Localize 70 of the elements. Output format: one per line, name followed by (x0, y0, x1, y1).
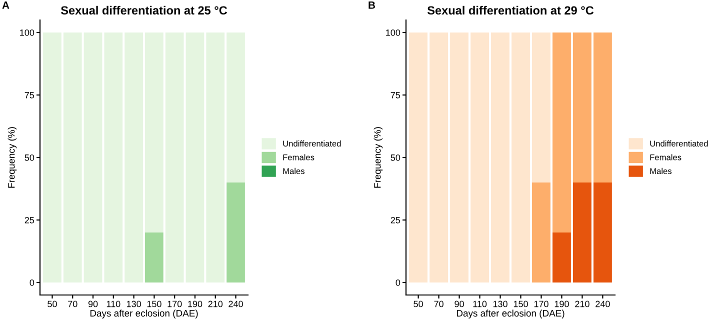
x-tick-label: 240 (228, 300, 243, 308)
legend-label: Undifferentiated (283, 140, 341, 147)
x-tick-label: 110 (106, 300, 120, 308)
x-tick-label: 130 (126, 300, 141, 308)
y-tick-label: 0 (30, 279, 34, 286)
bar (63, 32, 82, 282)
bar (226, 182, 245, 282)
y-axis-title: Frequency (%) (374, 127, 383, 188)
legend-label: Undifferentiated (650, 140, 708, 147)
bar (552, 32, 571, 232)
text: A (2, 2, 10, 9)
y-tick-label: 25 (24, 216, 34, 224)
bar (104, 32, 123, 282)
bar (206, 32, 225, 282)
x-axis-title: Days after eclosion (DAE) (90, 310, 198, 318)
chart-title: Sexual differentiation at 25 °C (60, 6, 228, 15)
x-tick-label: 50 (48, 300, 57, 308)
y-axis-title: Frequency (%) (8, 127, 17, 188)
x-tick-label: 170 (168, 300, 182, 308)
y-tick-label: 50 (24, 154, 34, 161)
x-tick-label: 190 (188, 300, 202, 308)
chart-title: Sexual differentiation at 29 °C (427, 6, 594, 15)
y-tick-label: 100 (386, 29, 400, 36)
bar (470, 32, 489, 282)
bar (450, 32, 468, 282)
x-tick-label: 110 (473, 300, 487, 308)
x-tick-label: 170 (534, 300, 548, 308)
x-tick-label: 70 (434, 300, 444, 308)
y-tick-label: 75 (390, 92, 400, 98)
bar (145, 32, 164, 232)
bar (145, 232, 164, 282)
bar (186, 32, 204, 282)
bar (409, 32, 428, 282)
x-tick-label: 150 (147, 300, 162, 308)
legend-label: Males (283, 168, 304, 174)
x-tick-label: 190 (554, 300, 569, 308)
x-tick-label: 90 (88, 300, 98, 308)
bar (532, 182, 550, 282)
x-tick-label: 240 (596, 300, 610, 308)
x-tick-label: 210 (208, 300, 223, 308)
bar (124, 32, 143, 282)
x-tick-label: 50 (414, 300, 423, 308)
y-tick-label: 25 (390, 216, 400, 224)
legend-label: Males (650, 168, 672, 174)
bar (512, 32, 530, 282)
bar (572, 182, 592, 282)
x-tick-label: 90 (454, 300, 464, 308)
bar (165, 32, 184, 282)
bar (491, 32, 510, 282)
y-tick-label: 75 (24, 92, 34, 98)
bar (43, 32, 62, 282)
x-tick-label: 70 (68, 300, 78, 308)
legend-label: Females (283, 154, 314, 160)
bar (593, 32, 612, 182)
bar (593, 182, 612, 282)
legend-label: Females (650, 154, 682, 160)
text: B (368, 2, 376, 9)
y-tick-label: 0 (396, 279, 400, 286)
x-axis-title: Days after eclosion (DAE) (456, 310, 564, 318)
x-tick-label: 150 (514, 300, 528, 308)
bar (84, 32, 102, 282)
bar (552, 232, 571, 282)
x-tick-label: 210 (575, 300, 590, 308)
bar (572, 32, 592, 182)
x-tick-label: 130 (493, 300, 508, 308)
y-tick-label: 100 (20, 29, 34, 36)
bar (430, 32, 448, 282)
bar (532, 32, 550, 182)
bar (226, 32, 245, 182)
y-tick-label: 50 (390, 154, 400, 161)
